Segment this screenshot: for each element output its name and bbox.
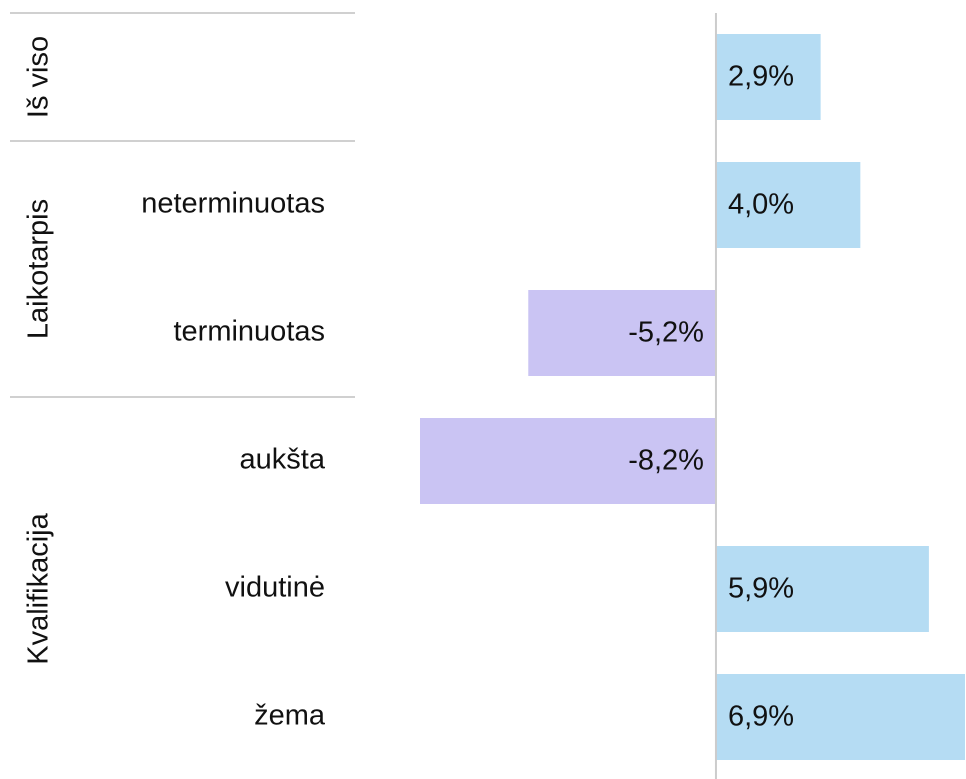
category-label: vidutinė [225, 572, 325, 604]
category-label: žema [254, 700, 326, 732]
bar [715, 546, 929, 632]
value-label: -8,2% [628, 445, 704, 477]
group-label: Laikotarpis [23, 199, 55, 339]
value-label: -5,2% [628, 317, 704, 349]
group-label: Kvalifikacija [23, 512, 55, 664]
bar [715, 162, 861, 248]
group-label: Iš viso [23, 36, 55, 118]
value-label: 4,0% [728, 189, 794, 221]
bar [715, 34, 821, 120]
category-label: neterminuotas [141, 188, 325, 220]
category-label: aukšta [240, 444, 326, 476]
bar [715, 674, 965, 760]
bar [528, 290, 716, 376]
value-label: 2,9% [728, 61, 794, 93]
category-label: terminuotas [173, 316, 325, 348]
value-label: 6,9% [728, 701, 794, 733]
bar [420, 418, 716, 504]
value-label: 5,9% [728, 573, 794, 605]
